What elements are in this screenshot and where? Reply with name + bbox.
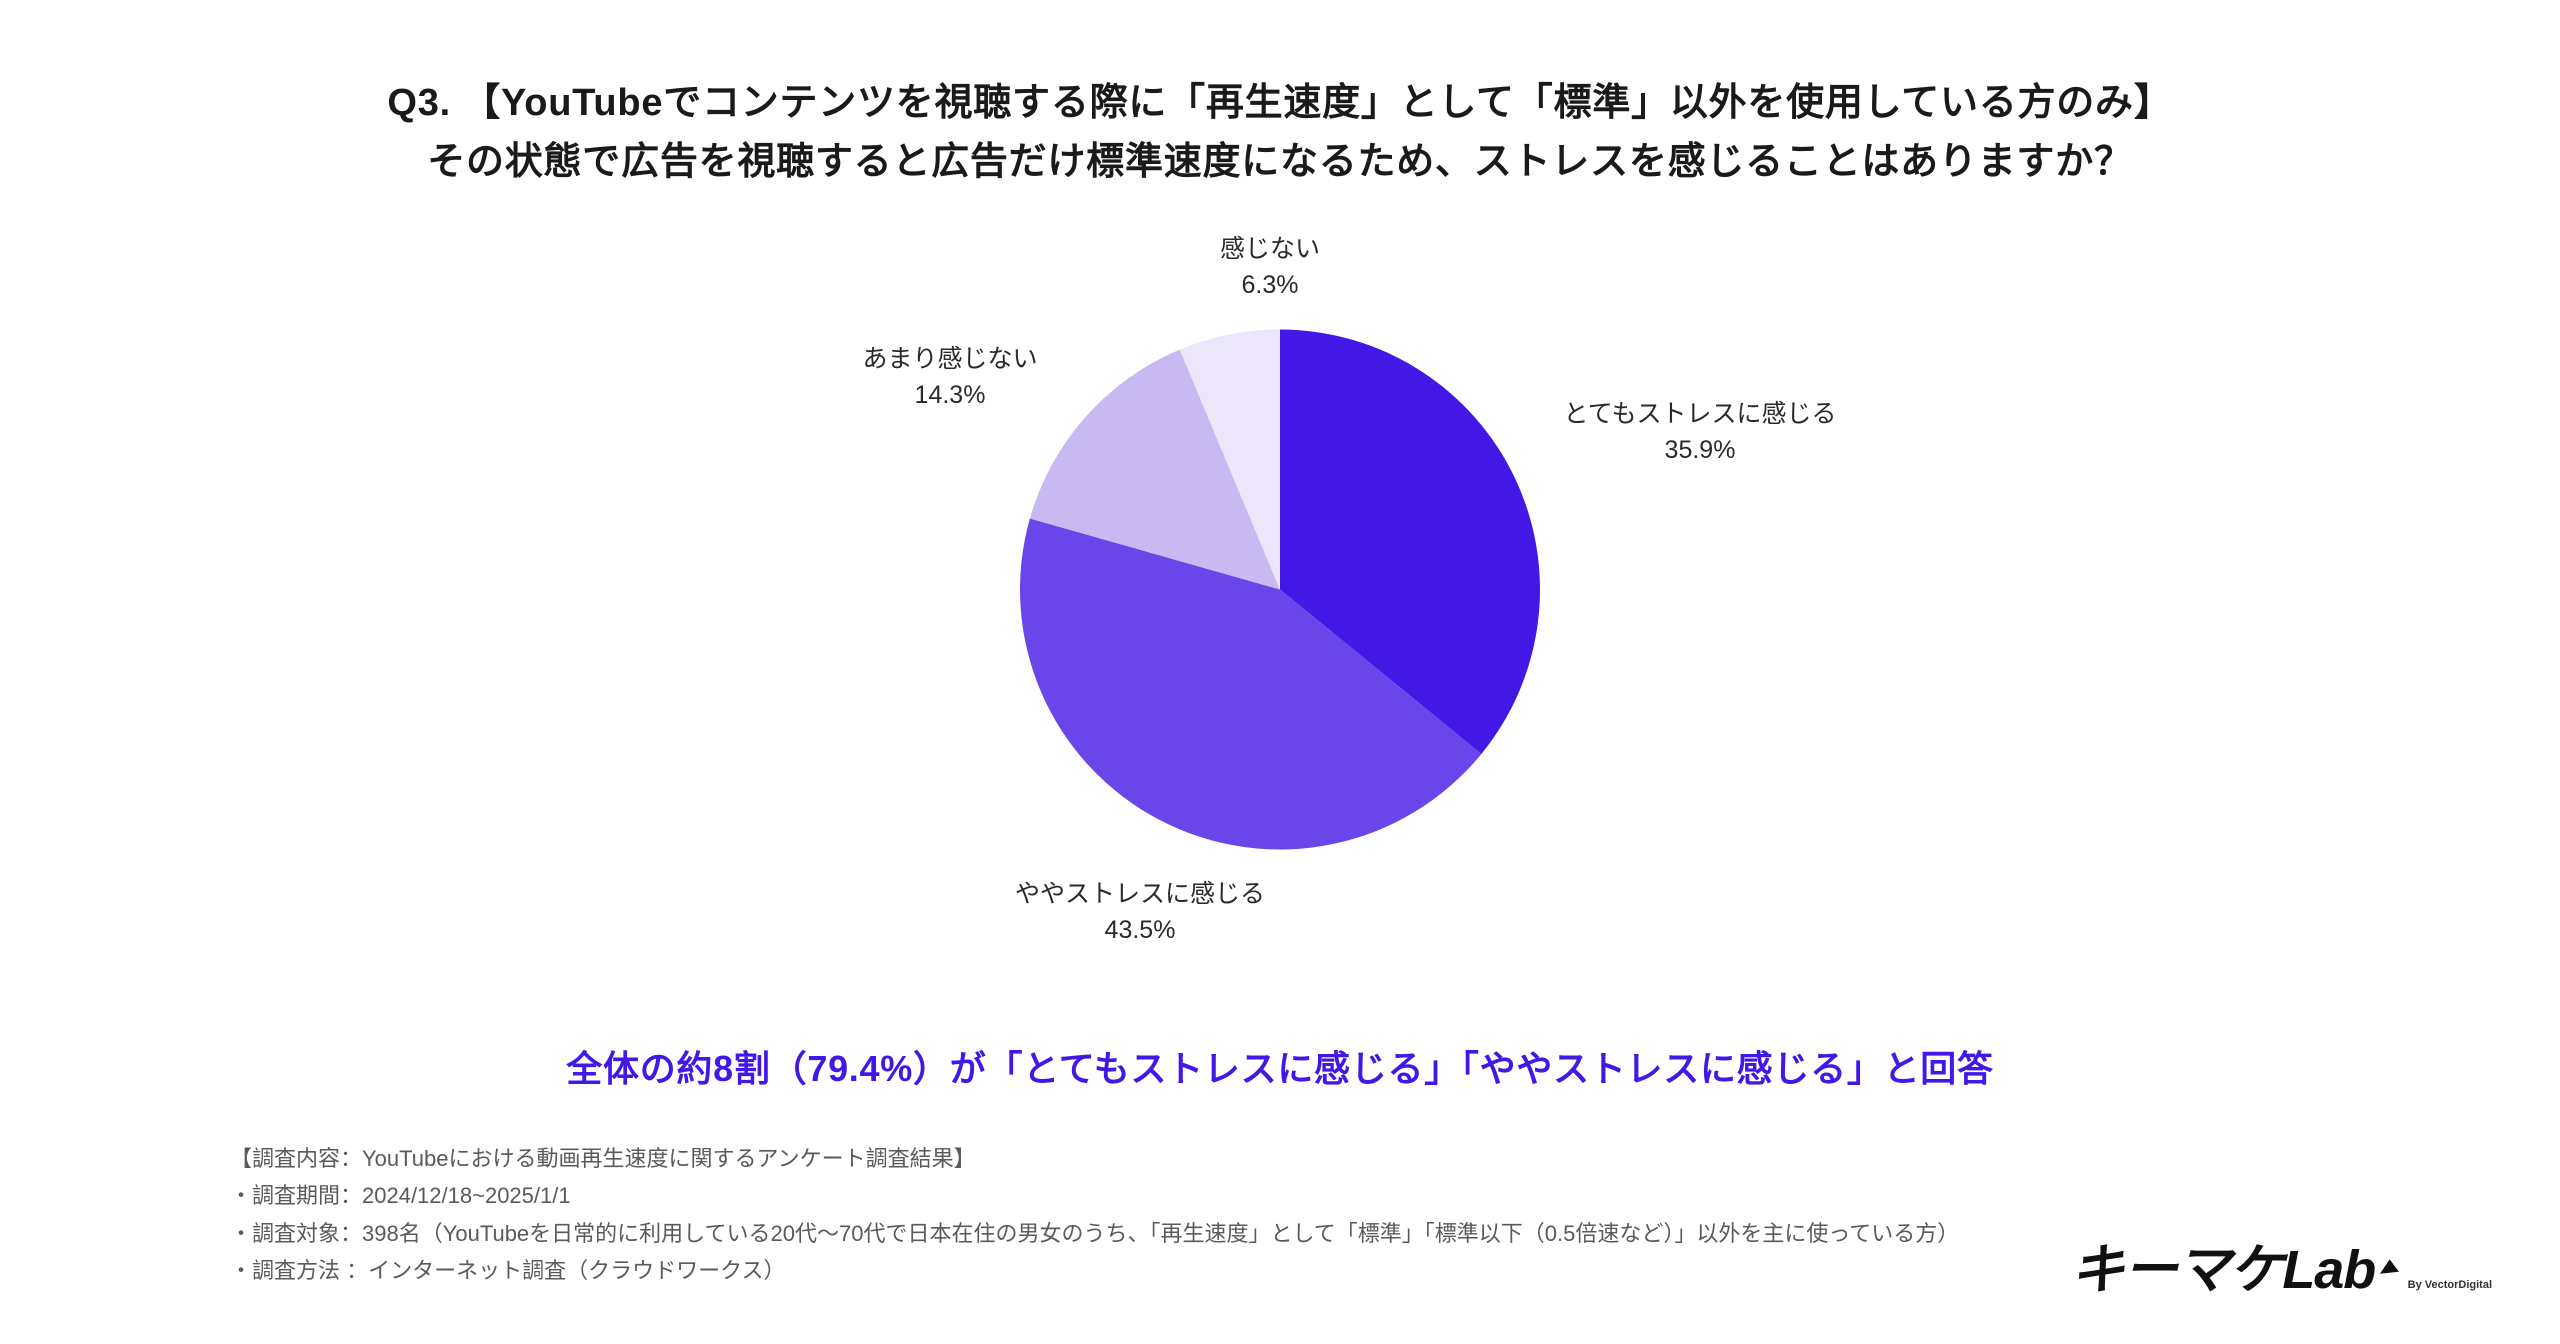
pie-svg <box>1018 327 1542 851</box>
slice-percent: 14.3% <box>862 377 1037 413</box>
slice-percent: 43.5% <box>1015 912 1265 948</box>
title-line2: その状態で広告を視聴すると広告だけ標準速度になるため、ストレスを感じることはあり… <box>427 141 2132 183</box>
slice-percent: 6.3% <box>1220 267 1320 303</box>
logo-sub: By VectorDigital <box>2408 1279 2492 1291</box>
pie-slice-label: あまり感じない14.3% <box>862 341 1037 414</box>
question-title: Q3. 【YouTubeでコンテンツを視聴する際に「再生速度」として「標準」以外… <box>0 0 2560 192</box>
slice-name: ややストレスに感じる <box>1015 876 1265 912</box>
footnote-line: ・調査期間：2024/12/18~2025/1/1 <box>230 1177 2440 1214</box>
summary-text: 全体の約8割（79.4%）が「とてもストレスに感じる」「ややストレスに感じる」と… <box>0 1040 2560 1092</box>
footnote-line: 【調査内容：YouTubeにおける動画再生速度に関するアンケート調査結果】 <box>230 1140 2440 1177</box>
slice-name: あまり感じない <box>862 341 1037 377</box>
title-line1: Q3. 【YouTubeでコンテンツを視聴する際に「再生速度」として「標準」以外… <box>387 82 2172 124</box>
pie-chart: とてもストレスに感じる35.9% ややストレスに感じる43.5% あまり感じない14… <box>0 212 2560 972</box>
pie-slice-label: とてもストレスに感じる35.9% <box>1563 396 1836 469</box>
brand-logo: キーマケLab‣ By VectorDigital <box>2071 1225 2492 1304</box>
pie-wrap <box>1018 327 1542 856</box>
slice-percent: 35.9% <box>1563 432 1836 468</box>
pie-slice-label: 感じない6.3% <box>1220 231 1320 304</box>
slice-name: 感じない <box>1220 231 1320 267</box>
pie-slice-label: ややストレスに感じる43.5% <box>1015 876 1265 949</box>
logo-main: キーマケLab‣ <box>2071 1225 2398 1304</box>
slice-name: とてもストレスに感じる <box>1563 396 1836 432</box>
